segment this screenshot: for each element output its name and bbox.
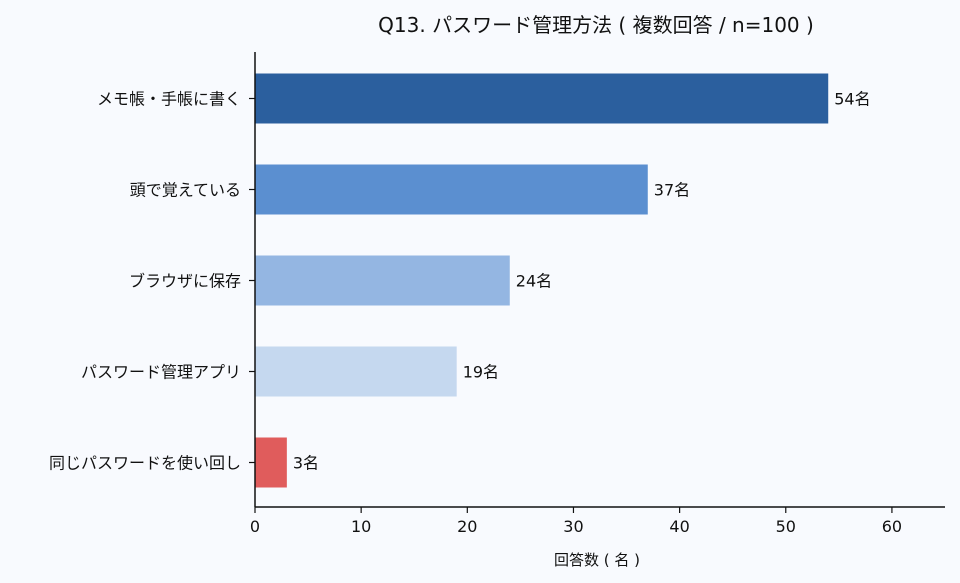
- x-tick-label: 20: [457, 517, 477, 536]
- x-tick-label: 10: [351, 517, 371, 536]
- data-label: 54名: [834, 90, 870, 109]
- x-tick-label: 0: [250, 517, 260, 536]
- x-axis-label: 回答数 ( 名 ): [554, 551, 640, 569]
- x-tick-label: 60: [882, 517, 902, 536]
- bars-layer: 54名 37名 24名 19名 3名: [255, 73, 871, 488]
- bar: [255, 73, 829, 124]
- chart-title: Q13. パスワード管理方法 ( 複数回答 / n=100 ): [378, 13, 814, 37]
- bar: [255, 255, 510, 306]
- x-tick-label: 30: [563, 517, 583, 536]
- y-tick-label: 同じパスワードを使い回し: [49, 454, 241, 473]
- bar: [255, 346, 457, 397]
- y-tick-label: 頭で覚えている: [130, 181, 241, 200]
- x-tick-label: 40: [669, 517, 689, 536]
- bar: [255, 437, 287, 488]
- y-tick-label: メモ帳・手帳に書く: [97, 90, 241, 109]
- data-label: 37名: [654, 181, 690, 200]
- y-tick-label: パスワード管理アプリ: [81, 363, 241, 382]
- x-tick-label: 50: [776, 517, 796, 536]
- data-label: 19名: [463, 363, 499, 382]
- y-tick-label: ブラウザに保存: [129, 272, 241, 291]
- data-label: 24名: [516, 272, 552, 291]
- axes-layer: メモ帳・手帳に書く頭で覚えているブラウザに保存パスワード管理アプリ同じパスワード…: [49, 52, 945, 536]
- data-label: 3名: [293, 454, 319, 473]
- bar: [255, 164, 648, 215]
